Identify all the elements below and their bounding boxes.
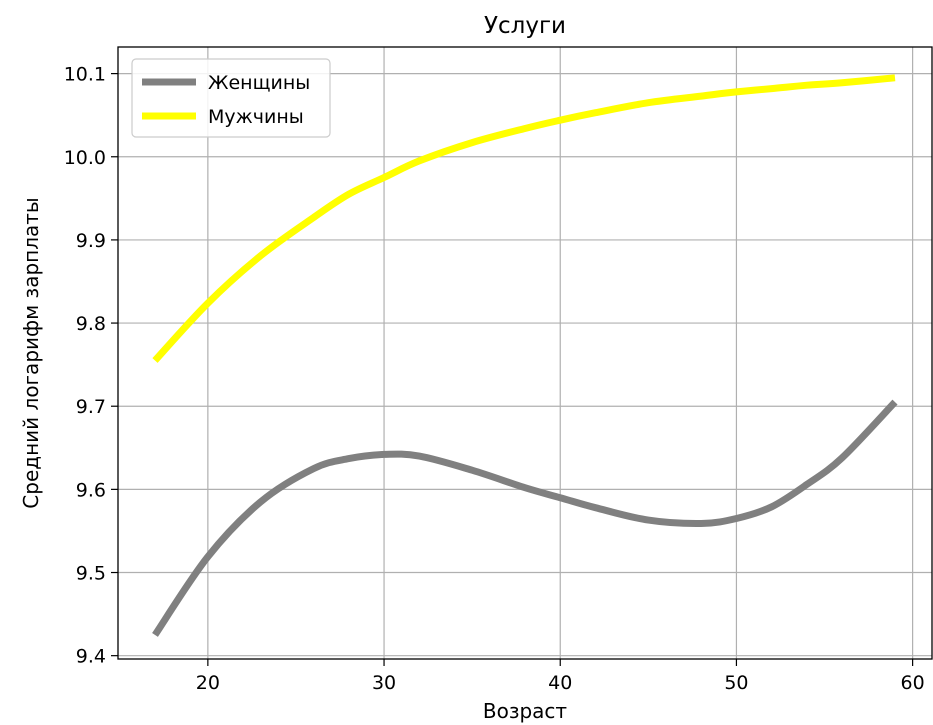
y-tick-label: 9.8 (76, 313, 106, 335)
y-tick-label: 9.9 (76, 230, 106, 252)
x-tick-label: 60 (901, 672, 925, 694)
series-lines (152, 74, 898, 637)
x-tick-label: 30 (372, 672, 396, 694)
x-axis-ticks: 20 30 40 50 60 (196, 659, 925, 694)
y-tick-label: 9.6 (76, 479, 106, 501)
plot-area-frame (117, 46, 933, 660)
y-axis-label: Средний логарифм зарплаты (19, 197, 43, 508)
x-axis-label: Возраст (483, 699, 568, 723)
y-tick-label: 9.5 (76, 563, 106, 585)
legend: Женщины Мужчины (131, 58, 331, 138)
chart-title: Услуги (484, 13, 566, 39)
x-tick-label: 50 (724, 672, 748, 694)
y-axis-ticks: 9.4 9.5 9.6 9.7 9.8 9.9 10.0 10.1 (64, 64, 118, 668)
y-tick-label: 9.7 (76, 396, 106, 418)
x-tick-label: 40 (548, 672, 572, 694)
legend-label: Женщины (208, 72, 310, 94)
y-tick-label: 10.1 (64, 64, 106, 86)
y-tick-label: 9.4 (76, 646, 106, 668)
series-line-1 (152, 74, 896, 363)
legend-label: Мужчины (208, 106, 304, 128)
grid-lines (118, 47, 932, 659)
series-line-0 (152, 399, 898, 637)
y-tick-label: 10.0 (64, 147, 106, 169)
x-tick-label: 20 (196, 672, 220, 694)
